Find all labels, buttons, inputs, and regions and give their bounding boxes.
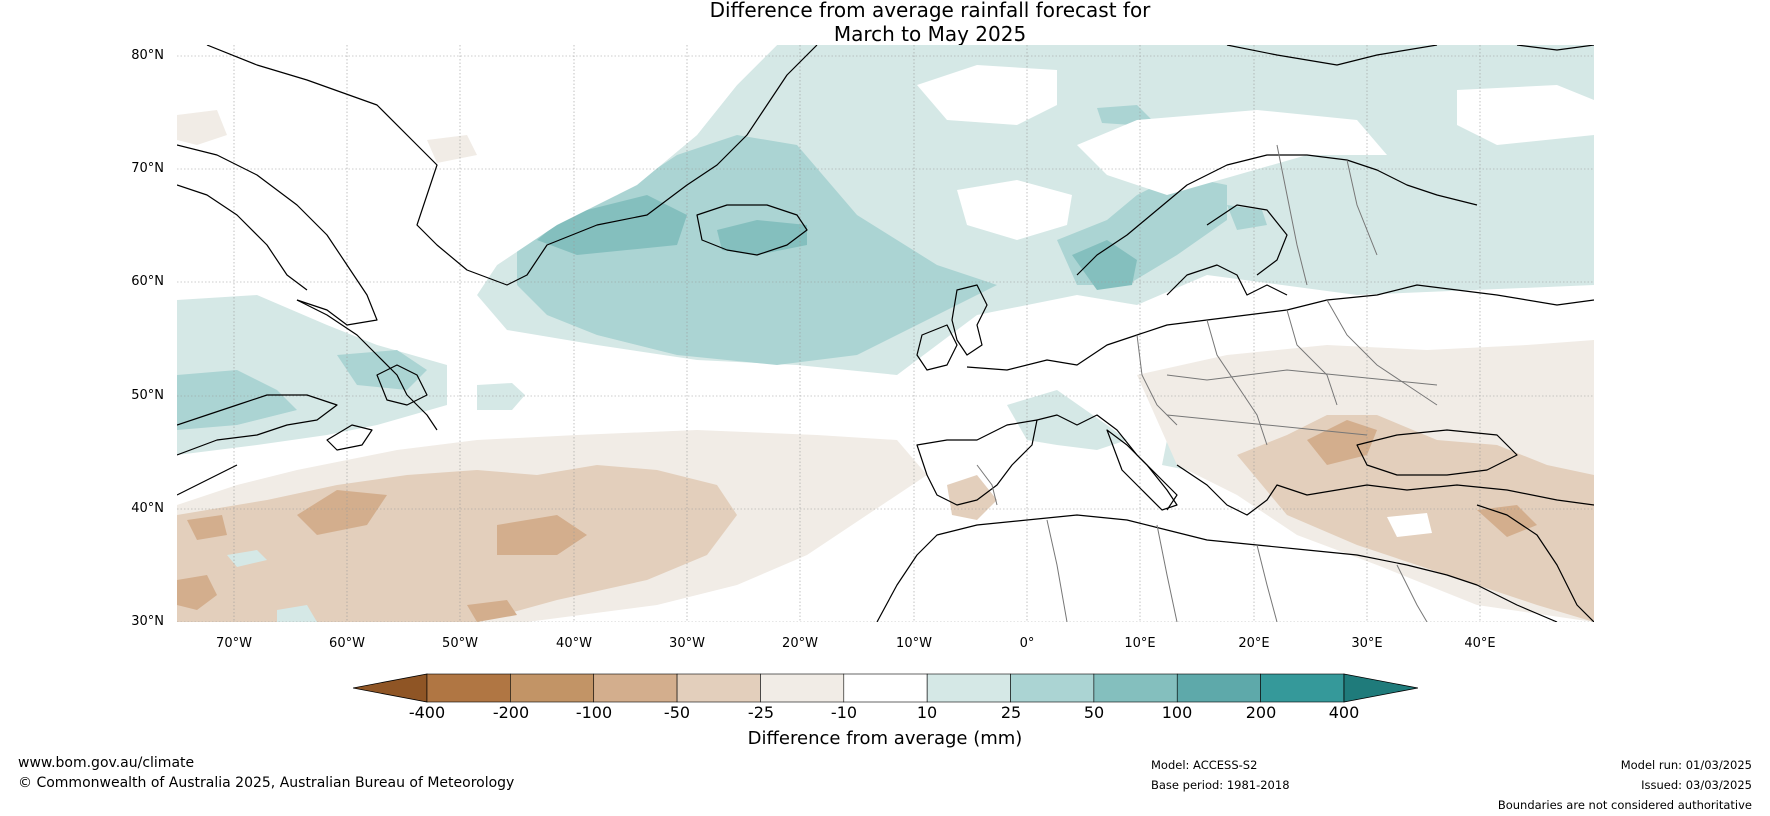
colorbar-bin <box>760 673 845 703</box>
lon-label-20e: 20°E <box>1238 636 1270 651</box>
near-average-areas <box>177 45 1594 295</box>
rainfall-map <box>177 45 1594 622</box>
colorbar-title: Difference from average (mm) <box>747 728 1023 749</box>
colorbar-bin <box>1010 673 1095 703</box>
colorbar-over-arrow <box>1343 673 1418 703</box>
colorbar <box>353 673 1418 703</box>
colorbar-bin <box>1260 673 1345 703</box>
coastlines <box>177 45 1594 622</box>
colorbar-tick: -10 <box>830 703 858 722</box>
colorbar-tick: -50 <box>663 703 691 722</box>
colorbar-tick: -25 <box>747 703 775 722</box>
lat-label-80n: 80°N <box>131 48 164 63</box>
footer-model: Model: ACCESS-S2 <box>1151 758 1258 772</box>
lat-label-60n: 60°N <box>131 274 164 289</box>
rainfall-map-svg <box>177 45 1594 622</box>
lon-label-50w: 50°W <box>442 636 478 651</box>
lat-label-70n: 70°N <box>131 161 164 176</box>
lon-label-20w: 20°W <box>782 636 818 651</box>
map-title-line1: Difference from average rainfall forecas… <box>709 0 1151 22</box>
lon-label-10w: 10°W <box>896 636 932 651</box>
lon-label-70w: 70°W <box>216 636 252 651</box>
lat-label-50n: 50°N <box>131 388 164 403</box>
colorbar-tick: 25 <box>1000 703 1022 722</box>
footer-base-period: Base period: 1981-2018 <box>1151 778 1290 792</box>
colorbar-bin <box>1176 673 1261 703</box>
footer-disclaimer: Boundaries are not considered authoritat… <box>1497 798 1752 812</box>
colorbar-bin <box>843 673 928 703</box>
map-title: Difference from average rainfall forecas… <box>0 0 1770 46</box>
lon-label-0: 0° <box>1019 636 1035 651</box>
colorbar-tick: 10 <box>916 703 938 722</box>
colorbar-tick: 50 <box>1083 703 1105 722</box>
footer-issued: Issued: 03/03/2025 <box>1641 778 1752 792</box>
colorbar-bin <box>676 673 761 703</box>
colorbar-bin <box>926 673 1011 703</box>
map-title-line2: March to May 2025 <box>833 22 1027 46</box>
colorbar-tick: -100 <box>575 703 613 722</box>
colorbar-tick: 100 <box>1161 703 1193 722</box>
lon-label-30w: 30°W <box>669 636 705 651</box>
graticule <box>177 45 1594 622</box>
colorbar-bin <box>1093 673 1178 703</box>
footer-model-run: Model run: 01/03/2025 <box>1620 758 1752 772</box>
colorbar-bin <box>593 673 678 703</box>
colorbar-bin <box>426 673 511 703</box>
colorbar-tick: -400 <box>408 703 446 722</box>
lon-label-40e: 40°E <box>1464 636 1496 651</box>
colorbar-tick: 400 <box>1328 703 1360 722</box>
country-boundaries <box>976 144 1438 622</box>
lat-label-30n: 30°N <box>131 614 164 629</box>
lon-label-30e: 30°E <box>1351 636 1383 651</box>
colorbar-tick: -200 <box>492 703 530 722</box>
dry-anomaly-areas <box>177 110 1594 622</box>
colorbar-bin <box>510 673 595 703</box>
footer-copyright: © Commonwealth of Australia 2025, Austra… <box>18 775 515 791</box>
footer-website: www.bom.gov.au/climate <box>18 755 195 771</box>
small-wet-patches <box>227 550 317 622</box>
lon-label-60w: 60°W <box>329 636 365 651</box>
colorbar-under-arrow <box>353 673 428 703</box>
lat-label-40n: 40°N <box>131 501 164 516</box>
lon-label-10e: 10°E <box>1124 636 1156 651</box>
colorbar-tick: 200 <box>1245 703 1277 722</box>
lon-label-40w: 40°W <box>556 636 592 651</box>
